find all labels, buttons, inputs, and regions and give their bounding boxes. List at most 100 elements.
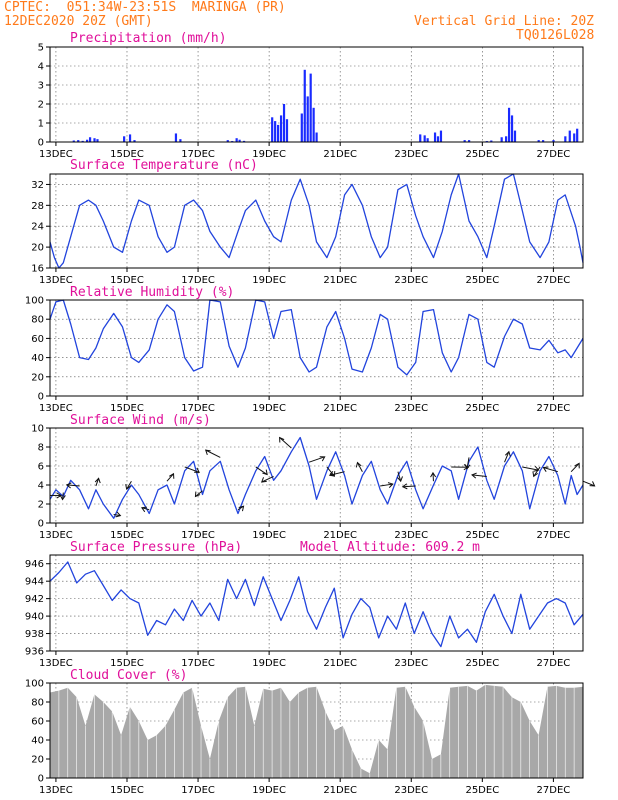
x-tick-label: 25DEC	[465, 785, 499, 796]
wind-arrow-head	[65, 482, 72, 489]
precip-bar	[242, 140, 246, 142]
x-tick-label: 21DEC	[323, 658, 357, 669]
wind-arrow	[66, 484, 80, 487]
x-tick-label: 13DEC	[39, 275, 73, 286]
precip-bar	[179, 139, 182, 142]
wind-arrow-head	[279, 436, 285, 443]
y-tick-label: 20	[31, 755, 44, 766]
panel-title: Surface Temperature (nC)	[70, 158, 258, 173]
wind-arrow-head	[430, 471, 437, 478]
y-tick-label: 40	[31, 736, 44, 747]
y-tick-label: 32	[31, 180, 44, 191]
series-line	[49, 561, 584, 648]
x-tick-label: 21DEC	[323, 275, 357, 286]
panel-frame	[49, 173, 584, 269]
y-tick-label: 938	[25, 629, 44, 640]
precip-bar	[419, 134, 422, 142]
precip-bar	[128, 134, 132, 142]
x-tick-label: 23DEC	[394, 149, 428, 160]
x-tick-label: 19DEC	[252, 530, 286, 541]
y-tick-label: 6	[38, 462, 44, 473]
y-tick-label: 946	[25, 559, 44, 570]
precip-bar	[542, 140, 545, 142]
x-tick-label: 17DEC	[181, 149, 215, 160]
y-tick-label: 8	[38, 443, 44, 454]
wind-arrow-head	[542, 466, 549, 472]
x-tick-label: 17DEC	[181, 403, 215, 414]
x-tick-label: 25DEC	[465, 530, 499, 541]
y-tick-label: 0	[38, 392, 44, 403]
wind-arrow-head	[94, 477, 101, 484]
wind-arrow	[357, 462, 363, 472]
y-tick-label: 60	[31, 717, 44, 728]
precip-bar	[490, 140, 493, 142]
precip-bar	[505, 136, 508, 142]
series-line	[49, 436, 584, 519]
x-tick-label: 15DEC	[110, 149, 144, 160]
wind-arrow-head	[471, 472, 477, 479]
x-tick-label: 21DEC	[323, 403, 357, 414]
y-tick-label: 28	[31, 201, 44, 212]
wind-arrow-head	[504, 450, 511, 457]
panel-title: Surface Wind (m/s)	[70, 413, 211, 428]
precip-bar	[303, 69, 306, 142]
y-tick-label: 24	[31, 222, 44, 233]
wind-arrow	[279, 437, 292, 449]
x-tick-label: 25DEC	[465, 275, 499, 286]
precip-bar	[433, 132, 437, 142]
wind-arrow	[522, 466, 539, 471]
x-tick-label: 27DEC	[537, 530, 571, 541]
y-tick-label: 3	[38, 81, 44, 92]
precip-bar	[238, 139, 241, 142]
precip-bar	[463, 140, 466, 142]
y-tick-label: 0	[38, 774, 44, 785]
wind-arrow-head	[125, 484, 131, 491]
precip-bar	[72, 140, 75, 142]
wind-arrow	[582, 480, 595, 487]
wind-arrow	[261, 475, 274, 483]
series-line	[49, 299, 584, 376]
precip-bar	[537, 140, 540, 142]
y-tick-label: 4	[38, 62, 44, 73]
wind-arrow-head	[238, 505, 245, 512]
precip-bar	[436, 136, 440, 142]
panel-subtitle: Model Altitude: 609.2 m	[300, 540, 480, 555]
precip-bar	[282, 104, 286, 142]
x-tick-label: 17DEC	[181, 785, 215, 796]
panel-title: Precipitation (mm/h)	[70, 31, 227, 46]
x-tick-label: 19DEC	[252, 275, 286, 286]
wind-arrow	[380, 483, 393, 487]
precip-bar	[277, 124, 280, 142]
header-station: CPTEC: 051:34W-23:51S MARINGA (PR)	[4, 0, 286, 15]
precip-bar	[510, 115, 514, 142]
x-tick-label: 17DEC	[181, 530, 215, 541]
header-datetime: 12DEC2020 20Z (GMT)	[4, 14, 153, 29]
wind-arrow-head	[115, 511, 122, 518]
wind-arrow-head	[260, 477, 267, 483]
wind-arrow	[397, 471, 402, 482]
y-tick-label: 60	[31, 334, 44, 345]
wind-arrow-head	[328, 471, 335, 477]
wind-arrow	[533, 466, 541, 477]
wind-arrow-head	[194, 491, 201, 498]
precip-bar	[96, 139, 99, 142]
y-tick-label: 5	[38, 43, 44, 54]
x-tick-label: 27DEC	[537, 658, 571, 669]
wind-arrow-head	[141, 506, 147, 513]
wind-arrow-head	[401, 483, 408, 490]
y-tick-label: 940	[25, 612, 44, 623]
wind-arrow	[471, 474, 487, 477]
y-tick-label: 944	[25, 577, 44, 588]
x-tick-label: 13DEC	[39, 149, 73, 160]
precip-bar	[81, 140, 84, 142]
x-tick-label: 25DEC	[465, 658, 499, 669]
wind-arrow	[95, 478, 100, 487]
series-line	[49, 173, 584, 269]
precip-bar	[568, 130, 571, 142]
precip-bar	[507, 107, 511, 142]
x-tick-label: 13DEC	[39, 785, 73, 796]
wind-arrow	[570, 463, 580, 473]
y-tick-label: 20	[31, 372, 44, 383]
wind-arrow	[329, 471, 345, 476]
x-tick-label: 27DEC	[537, 403, 571, 414]
